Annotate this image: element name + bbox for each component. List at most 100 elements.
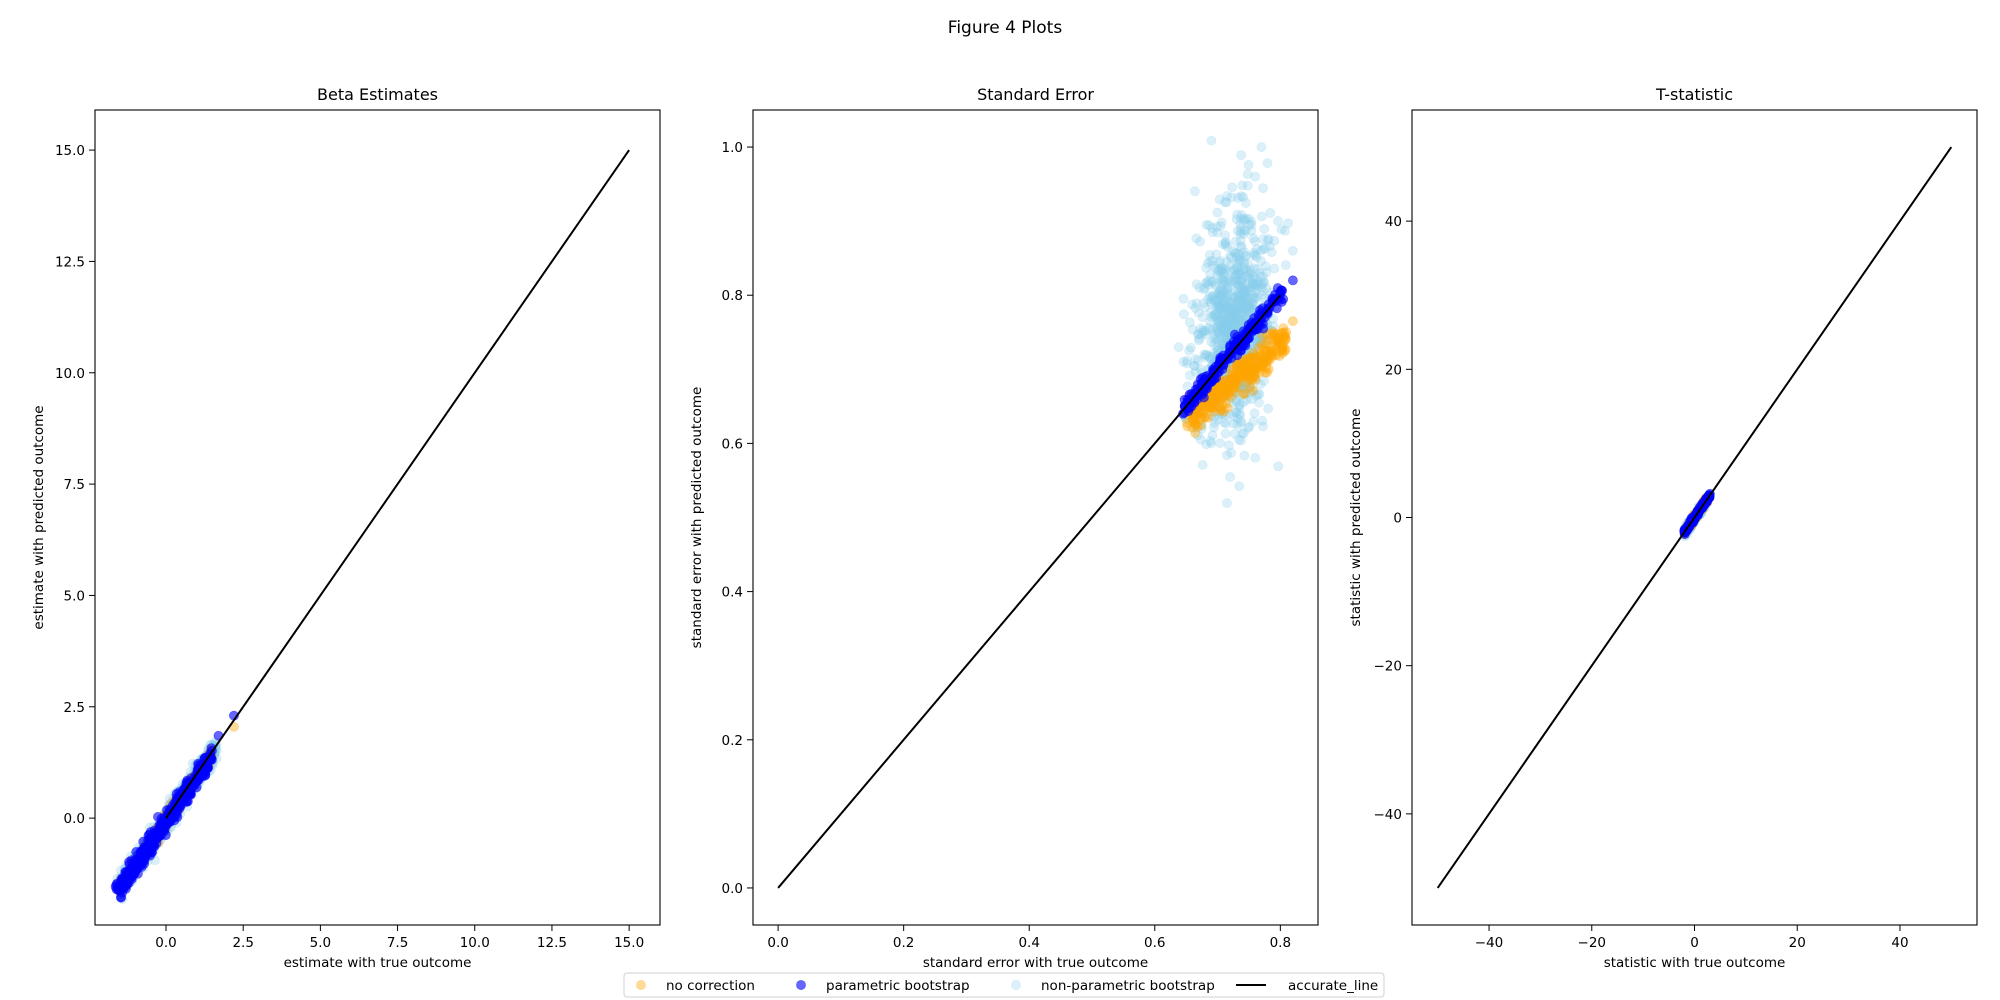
data-point — [1243, 268, 1254, 278]
data-point — [1263, 364, 1274, 374]
data-point — [1272, 333, 1283, 344]
data-point — [1232, 361, 1243, 372]
data-point — [1254, 397, 1264, 408]
data-point — [1248, 346, 1259, 357]
data-point — [1217, 265, 1227, 276]
data-point — [1219, 380, 1230, 391]
data-point — [1233, 280, 1243, 291]
data-point — [1263, 233, 1274, 244]
data-point — [1187, 422, 1197, 433]
y-tick-label: 5.0 — [64, 588, 85, 604]
data-point — [1246, 302, 1256, 313]
legend-frame — [623, 972, 1385, 998]
data-point — [1235, 269, 1245, 280]
data-point — [1215, 290, 1226, 301]
data-point — [1258, 271, 1268, 282]
data-point — [1244, 219, 1255, 230]
data-point — [1216, 392, 1227, 403]
data-point — [1228, 276, 1239, 286]
data-point — [1221, 323, 1232, 333]
data-point — [1218, 275, 1229, 285]
x-axis-label: standard error with true outcome — [923, 955, 1148, 971]
data-point — [1218, 392, 1228, 402]
data-point — [1227, 363, 1238, 374]
data-point — [1269, 336, 1280, 346]
panel-title: Beta Estimates — [317, 85, 438, 104]
data-point — [1221, 385, 1232, 395]
data-point — [1214, 302, 1225, 313]
data-point — [1220, 409, 1231, 420]
data-point — [1233, 268, 1244, 279]
data-point — [1256, 350, 1267, 360]
data-point — [1232, 263, 1243, 274]
data-point — [1245, 365, 1256, 376]
data-point — [1232, 296, 1243, 307]
data-point — [1238, 192, 1249, 202]
data-point — [1239, 388, 1250, 399]
data-point — [1227, 299, 1237, 309]
data-point — [1238, 264, 1248, 275]
data-point — [1243, 299, 1254, 310]
data-point — [1236, 418, 1246, 428]
data-point — [1264, 349, 1275, 360]
data-point — [1221, 319, 1232, 330]
data-point — [1225, 472, 1235, 482]
data-point — [1251, 252, 1262, 263]
data-point — [1189, 412, 1199, 423]
data-point — [1250, 374, 1261, 385]
data-point — [1241, 292, 1251, 302]
data-point — [1233, 300, 1244, 311]
data-point — [1257, 415, 1268, 426]
data-point — [1234, 312, 1245, 323]
data-point — [1210, 396, 1221, 407]
data-point — [1232, 209, 1243, 220]
data-point — [1261, 353, 1272, 364]
data-point — [1222, 303, 1233, 313]
data-point — [1224, 379, 1235, 390]
data-point — [1244, 366, 1255, 377]
data-point — [1210, 393, 1221, 403]
data-point — [1215, 402, 1226, 413]
x-tick-label: 7.5 — [387, 935, 408, 951]
data-point — [1234, 265, 1245, 276]
data-point — [1239, 388, 1250, 399]
data-point — [1228, 411, 1239, 422]
data-point — [1283, 218, 1294, 229]
data-point — [1234, 255, 1245, 266]
data-point — [1212, 302, 1222, 312]
data-point — [1238, 359, 1249, 370]
data-point — [1239, 256, 1249, 267]
data-point — [1222, 378, 1233, 389]
data-point — [1214, 381, 1225, 392]
data-point — [1267, 351, 1278, 362]
data-point — [1191, 419, 1201, 430]
data-point — [1228, 306, 1239, 317]
data-point — [1263, 403, 1274, 414]
data-point — [1235, 306, 1246, 317]
data-point — [1212, 322, 1223, 332]
data-point — [1234, 280, 1245, 291]
data-point — [1235, 409, 1246, 420]
data-point — [1260, 261, 1271, 272]
data-point — [1234, 286, 1245, 297]
data-point — [1203, 294, 1213, 305]
data-point — [1226, 302, 1237, 313]
data-point — [1195, 323, 1206, 334]
data-point — [1220, 238, 1231, 249]
data-point — [1222, 316, 1232, 327]
y-tick-label: 1.0 — [722, 140, 743, 156]
x-tick-label: −20 — [1578, 935, 1607, 951]
data-point — [1247, 279, 1258, 289]
data-point — [1250, 369, 1261, 380]
data-point — [1226, 380, 1237, 391]
data-point — [1210, 279, 1220, 289]
data-point — [1247, 297, 1258, 308]
data-point — [1231, 305, 1242, 315]
data-point — [1214, 389, 1225, 400]
data-point — [1232, 313, 1242, 324]
data-point — [1215, 438, 1225, 448]
data-point — [1254, 361, 1265, 372]
data-point — [1201, 262, 1212, 273]
data-point — [1191, 298, 1202, 309]
data-point — [1234, 481, 1245, 492]
